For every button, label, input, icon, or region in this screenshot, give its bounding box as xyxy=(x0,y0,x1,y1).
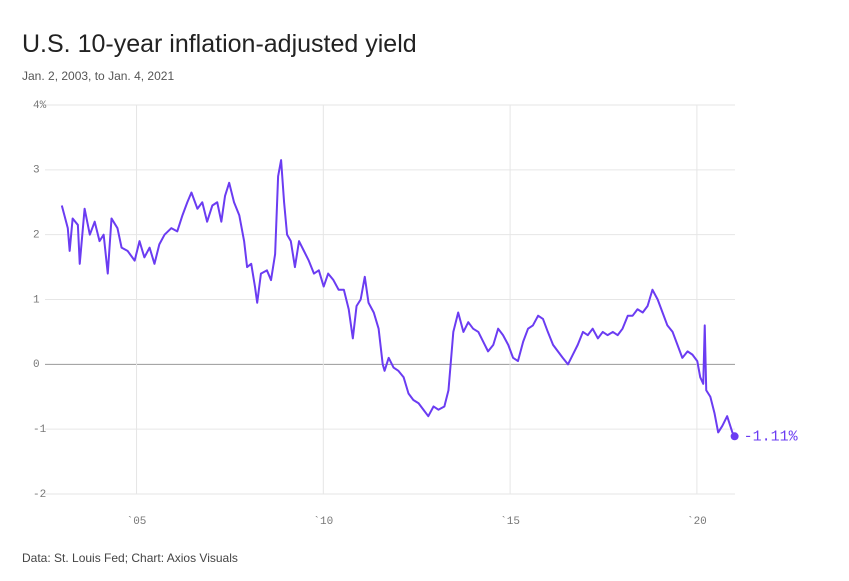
y-tick-label: 4% xyxy=(33,100,47,112)
y-tick-label: -1 xyxy=(33,424,47,436)
y-tick-label: 2 xyxy=(33,230,40,242)
y-tick-label: 3 xyxy=(33,165,40,177)
x-tick-label: `05 xyxy=(127,515,147,528)
chart-source: Data: St. Louis Fed; Chart: Axios Visual… xyxy=(22,551,238,565)
y-tick-label: -2 xyxy=(33,489,46,501)
line xyxy=(60,159,736,437)
chart-title: U.S. 10-year inflation-adjusted yield xyxy=(22,30,417,58)
y-tick-label: 1 xyxy=(33,294,40,306)
end-label: -1.11% xyxy=(744,428,799,445)
x-tick-label: `10 xyxy=(313,515,333,528)
end-point xyxy=(730,432,739,441)
x-tick-label: `20 xyxy=(687,515,707,528)
x-tick-label: `15 xyxy=(500,515,520,528)
y-tick-label: 0 xyxy=(33,359,40,371)
chart-subtitle: Jan. 2, 2003, to Jan. 4, 2021 xyxy=(22,69,174,83)
